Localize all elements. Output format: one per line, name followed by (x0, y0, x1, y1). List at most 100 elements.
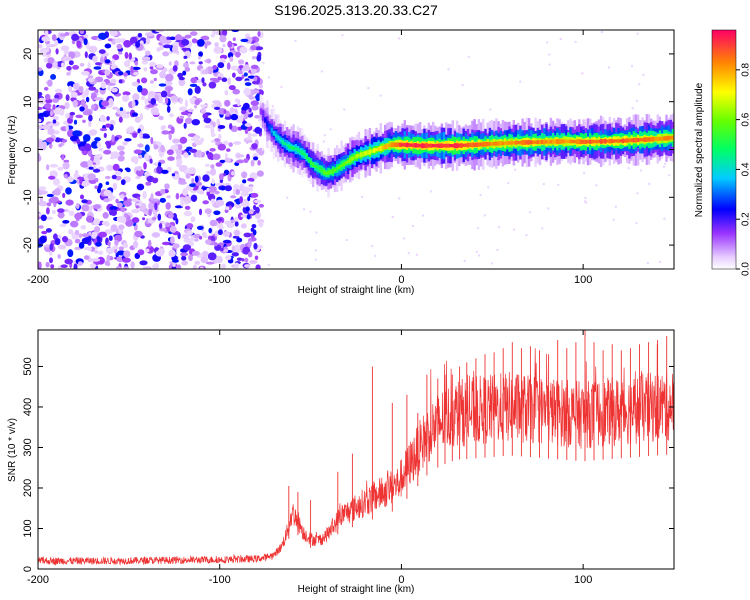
noise-blob (172, 138, 180, 144)
noise-blob (87, 75, 94, 79)
noise-blob (208, 227, 212, 234)
noise-blob (175, 218, 179, 225)
noise-blob (77, 261, 83, 266)
faint-point (574, 40, 577, 44)
noise-blob (179, 136, 188, 144)
noise-blob (47, 57, 55, 64)
noise-blob (250, 100, 259, 106)
noise-blob (239, 46, 248, 54)
noise-blob (38, 140, 44, 148)
noise-blob (73, 119, 78, 125)
noise-blob (204, 208, 212, 215)
colorbar-tick-label: 0.8 (741, 62, 750, 76)
noise-blob (254, 115, 261, 119)
noise-blob (116, 202, 123, 208)
ridge-cell (645, 137, 649, 142)
noise-blob (153, 112, 160, 116)
noise-blob (81, 233, 90, 238)
noise-blob (156, 166, 161, 172)
ridge-cell (663, 136, 666, 141)
ridge-cell (488, 142, 492, 146)
noise-blob (67, 176, 74, 183)
noise-blob (190, 77, 198, 84)
noise-blob (224, 220, 231, 225)
noise-blob (161, 241, 171, 246)
noise-blob (136, 165, 142, 171)
noise-blob (182, 70, 187, 76)
noise-blob (183, 169, 188, 175)
noise-blob (159, 71, 167, 79)
noise-blob (141, 56, 151, 62)
noise-blob (251, 143, 258, 150)
noise-blob (222, 43, 226, 48)
ridge-cell (486, 141, 489, 147)
snr-frame (37, 329, 675, 570)
ridge-cell (438, 143, 441, 148)
ridge-cell (503, 141, 507, 145)
ridge-cell (362, 151, 365, 157)
faint-point (631, 107, 634, 110)
noise-blob (66, 65, 72, 71)
noise-blob (112, 163, 120, 171)
ridge-cell (427, 143, 430, 148)
ridge-cell (647, 137, 651, 142)
ridge-cell (517, 141, 520, 145)
noise-blob (150, 193, 154, 201)
noise-blob (214, 42, 219, 47)
noise-blob (236, 257, 243, 261)
noise-blob (201, 77, 205, 84)
faint-point (583, 200, 587, 203)
noise-blob (42, 124, 51, 130)
noise-blob (38, 91, 43, 97)
noise-blob (244, 36, 253, 44)
noise-blob (250, 227, 255, 232)
noise-blob (162, 51, 170, 57)
noise-blob (38, 106, 43, 110)
noise-blob (241, 110, 247, 115)
noise-blob (209, 148, 216, 152)
noise-blob (175, 192, 180, 200)
colorbar-frame (711, 29, 737, 270)
ridge-cell (325, 171, 328, 176)
faint-point (345, 238, 348, 242)
noise-blob (167, 87, 171, 96)
ridge-cell (301, 150, 304, 155)
noise-blob (249, 186, 254, 192)
faint-point (314, 258, 317, 261)
noise-blob (46, 44, 50, 53)
ridge-cell (445, 143, 448, 148)
faint-point (487, 186, 490, 189)
noise-blob (229, 123, 233, 130)
noise-blob (135, 41, 141, 48)
noise-blob (255, 264, 261, 269)
noise-blob (222, 239, 232, 244)
noise-blob (191, 38, 198, 44)
noise-blob (142, 217, 146, 221)
noise-blob (248, 107, 252, 113)
noise-blob (151, 232, 161, 238)
noise-blob (70, 220, 79, 228)
noise-blob (202, 113, 209, 119)
noise-blob (108, 235, 113, 241)
noise-blob (200, 107, 206, 115)
noise-blob (74, 229, 80, 236)
noise-blob (79, 30, 85, 35)
noise-blob (153, 77, 157, 82)
ridge-cell (464, 143, 468, 147)
noise-blob (112, 106, 119, 110)
noise-blob (130, 65, 134, 74)
ridge-cell (619, 139, 622, 143)
ridge-cell (338, 165, 341, 169)
y-tick-label: 500 (22, 357, 34, 375)
noise-blob (57, 254, 61, 259)
noise-blob (48, 250, 53, 256)
ridge-cell (589, 139, 592, 144)
noise-blob (91, 141, 99, 149)
noise-blob (54, 94, 60, 99)
noise-blob (155, 250, 165, 257)
noise-blob (187, 108, 194, 113)
noise-blob (241, 74, 245, 79)
noise-blob (68, 85, 73, 93)
ridge-cell (608, 138, 611, 144)
